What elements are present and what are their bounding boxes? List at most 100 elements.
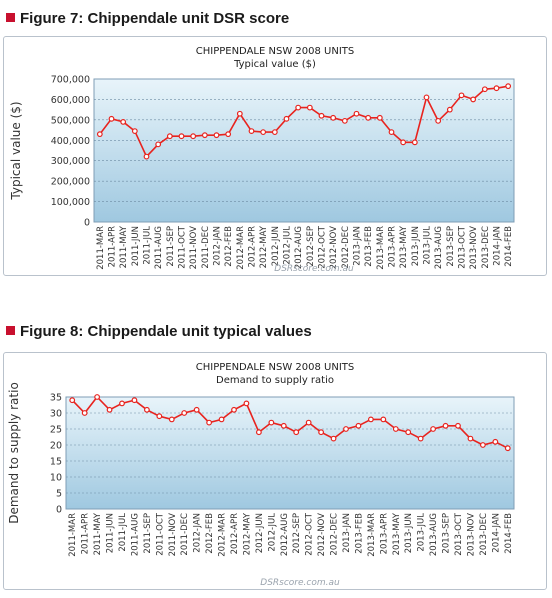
data-point [119, 400, 125, 407]
data-point [388, 129, 395, 136]
y-tick-label: 20 [50, 441, 62, 452]
data-point [481, 86, 488, 93]
x-tick-label: 2012-SEP [292, 513, 302, 554]
x-tick-label: 2011-APR [108, 226, 118, 267]
x-tick-label: 2011-NOV [189, 226, 199, 270]
y-tick-label: 25 [50, 425, 62, 436]
data-point [405, 429, 412, 436]
x-tick-label: 2012-FEB [205, 513, 215, 554]
x-tick-label: 2012-NOV [317, 513, 327, 557]
data-point [430, 426, 437, 432]
x-tick-label: 2011-MAR [68, 513, 78, 557]
data-point [94, 394, 101, 400]
chart-subtitle: Typical value ($) [233, 59, 316, 70]
data-point [330, 114, 337, 121]
data-point [201, 132, 208, 139]
data-point [295, 104, 302, 111]
data-point [181, 410, 188, 416]
x-tick-label: 2011-JUN [131, 226, 141, 266]
data-point [225, 131, 232, 138]
data-point [131, 128, 138, 134]
x-tick-label: 2013-SEP [446, 226, 456, 267]
y-tick-label: 35 [50, 393, 62, 404]
figure-7-heading: Figure 7: Chippendale unit DSR score [6, 10, 289, 27]
y-tick-label: 500,000 [51, 115, 90, 126]
data-point [190, 133, 197, 140]
data-point [243, 400, 250, 407]
data-point [120, 118, 127, 125]
data-point [318, 112, 325, 119]
y-tick-label: 30 [50, 409, 62, 420]
x-tick-label: 2012-SEP [306, 226, 316, 267]
y-tick-label: 15 [50, 457, 62, 468]
figure-8-heading: Figure 8: Chippendale unit typical value… [6, 323, 312, 340]
x-tick-label: 2011-SEP [143, 513, 153, 554]
x-tick-label: 2011-DEC [180, 513, 190, 556]
x-tick-label: 2012-MAR [236, 226, 246, 270]
x-tick-label: 2011-JUL [118, 513, 128, 552]
data-point [280, 422, 287, 429]
x-tick-label: 2012-JAN [193, 513, 203, 553]
data-point [218, 416, 225, 423]
x-tick-label: 2012-JUL [267, 513, 277, 552]
x-tick-label: 2012-FEB [224, 226, 234, 267]
x-tick-label: 2012-OCT [305, 512, 315, 556]
x-tick-label: 2011-JUL [143, 226, 153, 265]
data-point [330, 435, 337, 442]
data-point [248, 128, 255, 134]
data-point [143, 153, 150, 160]
watermark: DSRscore.com.au [274, 264, 354, 274]
data-point [81, 410, 88, 416]
data-point [392, 426, 399, 432]
x-tick-label: 2011-APR [81, 513, 91, 554]
x-tick-label: 2013-AUG [429, 513, 439, 556]
x-tick-label: 2013-MAY [399, 225, 409, 268]
data-point [271, 129, 278, 136]
data-point [343, 426, 349, 432]
plot-area [65, 396, 515, 510]
chart-title: CHIPPENDALE NSW 2008 UNITS [196, 362, 354, 373]
x-tick-label: 2014-FEB [504, 226, 514, 267]
chart-panel-2: CHIPPENDALE NSW 2008 UNITS Demand to supp… [3, 352, 547, 590]
y-tick-label: 5 [56, 489, 62, 500]
x-tick-label: 2011-DEC [201, 226, 211, 269]
x-tick-label: 2013-FEB [354, 513, 364, 554]
data-point [178, 133, 185, 140]
data-point [318, 429, 325, 436]
x-tick-label: 2014-JAN [493, 226, 503, 266]
x-tick-label: 2013-FEB [364, 226, 374, 267]
y-tick-label: 400,000 [51, 136, 90, 147]
x-tick-label: 2012-APR [230, 513, 240, 554]
x-tick-label: 2013-JUN [411, 226, 421, 266]
data-point [96, 131, 103, 138]
x-tick-label: 2013-JAN [342, 513, 352, 553]
x-tick-label: 2013-OCT [454, 512, 464, 556]
x-tick-label: 2011-NOV [168, 513, 178, 557]
data-point [435, 117, 442, 124]
y-tick-label: 100,000 [51, 197, 90, 208]
x-tick-label: 2011-AUG [154, 226, 164, 269]
data-point [255, 429, 262, 436]
data-point [293, 429, 300, 436]
data-point [260, 129, 267, 136]
data-point [283, 115, 290, 122]
data-point [213, 132, 220, 139]
data-point [231, 406, 237, 413]
figure-7-heading-text: Figure 7: Chippendale unit DSR score [20, 10, 290, 27]
data-point [108, 115, 115, 122]
data-point [206, 419, 213, 426]
x-tick-label: 2014-JAN [491, 513, 501, 553]
data-point [442, 422, 449, 429]
x-tick-label: 2013-NOV [469, 226, 479, 270]
x-tick-label: 2012-DEC [330, 513, 340, 556]
data-point [69, 397, 76, 404]
x-tick-label: 2013-OCT [458, 225, 468, 269]
data-point [417, 435, 424, 442]
x-tick-label: 2013-MAR [376, 226, 386, 270]
data-point [353, 110, 360, 117]
data-point [365, 114, 372, 121]
y-tick-label: 700,000 [51, 75, 90, 86]
y-tick-label: 300,000 [51, 156, 90, 167]
data-point [193, 406, 200, 413]
x-tick-label: 2013-JUN [404, 513, 414, 553]
